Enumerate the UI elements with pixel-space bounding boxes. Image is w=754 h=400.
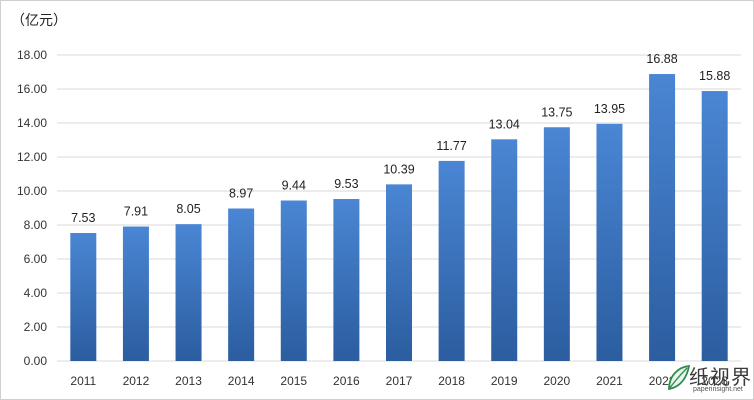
x-tick-label: 2013 — [175, 374, 202, 388]
bar-2018 — [438, 160, 465, 361]
value-label-2021: 13.95 — [594, 102, 625, 116]
value-labels: 7.53 7.91 8.05 8.97 9.44 9.53 10.39 11.77 13.04 1… — [71, 52, 730, 225]
x-tick-label: 2021 — [596, 374, 623, 388]
value-label-2012: 7.91 — [124, 205, 148, 219]
y-tick-label: 12.00 — [17, 150, 47, 164]
x-tick-label: 2014 — [228, 374, 255, 388]
bar-2017 — [386, 184, 412, 361]
bar-2019 — [491, 139, 518, 361]
bars — [70, 74, 728, 361]
bar-2020 — [543, 127, 570, 361]
bar-2022 — [649, 74, 676, 361]
bar-2012 — [122, 226, 149, 361]
value-label-2011: 7.53 — [71, 211, 95, 225]
value-label-2018: 11.77 — [436, 139, 466, 153]
x-tick-label: 2016 — [333, 374, 360, 388]
watermark-url: paperinsight.net — [693, 386, 743, 393]
x-axis-ticks: 2011 2012 2013 2014 2015 2016 2017 2018 2019 2020… — [70, 374, 728, 388]
value-label-2013: 8.05 — [176, 202, 200, 216]
value-label-2022: 16.88 — [646, 52, 677, 66]
y-axis-ticks: 0.00 2.00 4.00 6.00 8.00 10.00 12.00 14.00 16.00… — [17, 48, 47, 368]
bar-2023 — [701, 91, 728, 361]
value-label-2015: 9.44 — [282, 179, 306, 193]
y-tick-label: 10.00 — [17, 184, 47, 198]
y-tick-label: 16.00 — [17, 82, 47, 96]
watermark: 纸视界 paperinsight.net — [663, 359, 753, 399]
value-label-2020: 13.75 — [541, 105, 572, 119]
x-tick-label: 2011 — [70, 374, 96, 388]
x-tick-label: 2023 — [701, 374, 728, 388]
x-tick-label: 2020 — [543, 374, 570, 388]
x-tick-label: 2019 — [491, 374, 518, 388]
watermark-text: 纸视界 — [689, 365, 752, 389]
x-tick-label: 2012 — [123, 374, 150, 388]
bar-2014 — [228, 208, 255, 361]
bar-2016 — [333, 198, 360, 361]
leaf-logo-icon — [668, 364, 691, 391]
y-tick-label: 14.00 — [17, 116, 47, 130]
x-tick-label: 2017 — [386, 374, 413, 388]
value-label-2016: 9.53 — [334, 177, 358, 191]
bar-2011 — [70, 232, 97, 361]
y-tick-label: 2.00 — [24, 320, 48, 334]
y-unit-label: （亿元） — [11, 12, 67, 28]
value-label-2014: 8.97 — [229, 187, 253, 201]
y-tick-label: 4.00 — [24, 286, 48, 300]
bar-2021 — [596, 123, 623, 361]
x-tick-label: 2015 — [280, 374, 307, 388]
y-tick-label: 0.00 — [24, 354, 48, 368]
x-tick-label: 2018 — [438, 374, 465, 388]
value-label-2017: 10.39 — [383, 162, 414, 176]
y-tick-label: 6.00 — [24, 252, 48, 266]
value-label-2023: 15.88 — [699, 69, 730, 83]
bar-2015 — [280, 200, 307, 361]
y-tick-label: 8.00 — [24, 218, 48, 232]
y-tick-label: 18.00 — [17, 48, 47, 62]
bar-2013 — [175, 224, 202, 361]
value-label-2019: 13.04 — [489, 117, 520, 131]
